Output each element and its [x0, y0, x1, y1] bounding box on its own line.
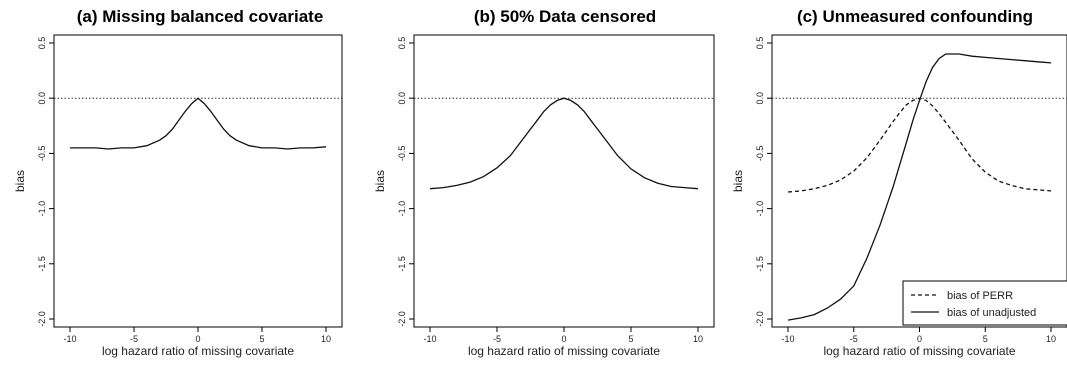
x-tick-label: 5	[628, 334, 633, 344]
x-tick-label: -5	[850, 334, 858, 344]
y-axis-label: bias	[373, 170, 387, 192]
y-tick-label: 0.0	[37, 92, 47, 105]
chart-title: (c) Unmeasured confounding	[797, 7, 1033, 26]
x-tick-label: 0	[917, 334, 922, 344]
y-tick-label: -0.5	[397, 146, 407, 162]
y-tick-label: 0.0	[755, 92, 765, 105]
chart-panel-1: (a) Missing balanced covariate -2.0 -1.5 -1…	[13, 7, 343, 358]
y-tick-label: 0.0	[397, 92, 407, 105]
y-tick-label: -0.5	[37, 146, 47, 162]
y-tick-label: -1.0	[755, 201, 765, 217]
x-tick-label: 5	[983, 334, 988, 344]
chart-title: (b) 50% Data censored	[474, 7, 656, 26]
y-tick-label: -1.5	[397, 256, 407, 272]
y-tick-label: 0.5	[755, 37, 765, 50]
legend-label: bias of unadjusted	[947, 307, 1036, 319]
y-tick-label: -2.0	[397, 311, 407, 327]
series-line-1	[787, 97, 1052, 193]
series-line-2	[787, 53, 1052, 321]
x-tick-label: -10	[423, 334, 436, 344]
y-tick-label: -1.0	[37, 201, 47, 217]
series-line-1	[70, 97, 327, 150]
chart-title: (a) Missing balanced covariate	[77, 7, 324, 26]
x-tick-label: 10	[693, 334, 703, 344]
x-tick-label: 10	[1046, 334, 1056, 344]
y-tick-label: -2.0	[37, 311, 47, 327]
plot-frame	[413, 34, 715, 328]
x-axis-label: log hazard ratio of missing covariate	[468, 344, 660, 358]
x-tick-label: -10	[781, 334, 794, 344]
x-tick-label: 0	[195, 334, 200, 344]
x-tick-label: -5	[130, 334, 138, 344]
y-axis-label: bias	[731, 170, 745, 192]
x-axis-label: log hazard ratio of missing covariate	[823, 344, 1015, 358]
y-tick-label: -2.0	[755, 311, 765, 327]
plot-frame	[53, 34, 343, 328]
y-tick-label: 0.5	[37, 37, 47, 50]
chart-panel-2: (b) 50% Data censored -2.0 -1.5 -1.0 -0.5 0.0…	[373, 7, 715, 358]
x-tick-label: -5	[493, 334, 501, 344]
chart-panel-3: (c) Unmeasured confounding -2.0 -1.5 -1.0 -0…	[731, 7, 1067, 358]
x-tick-label: 0	[561, 334, 566, 344]
x-tick-label: 10	[321, 334, 331, 344]
x-tick-label: 5	[259, 334, 264, 344]
x-axis-label: log hazard ratio of missing covariate	[102, 344, 294, 358]
x-tick-label: -10	[63, 334, 76, 344]
legend-box	[902, 280, 1067, 326]
legend: bias of PERR bias of unadjusted	[902, 280, 1067, 326]
y-tick-label: -1.5	[755, 256, 765, 272]
y-tick-label: -1.5	[37, 256, 47, 272]
legend-label: bias of PERR	[947, 290, 1013, 302]
y-tick-label: 0.5	[397, 37, 407, 50]
series-line-1	[429, 97, 699, 190]
y-tick-label: -1.0	[397, 201, 407, 217]
y-axis-label: bias	[13, 170, 27, 192]
y-tick-label: -0.5	[755, 146, 765, 162]
